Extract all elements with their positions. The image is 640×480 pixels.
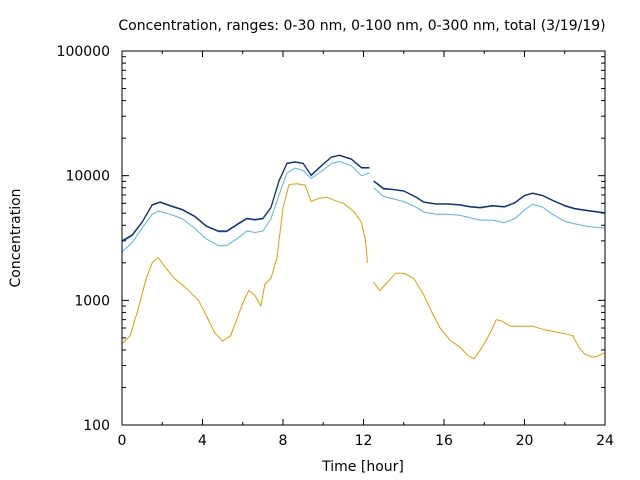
x-tick-label: 12 (355, 433, 373, 449)
series-2-line (373, 187, 606, 229)
chart-title: Concentration, ranges: 0-30 nm, 0-100 nm… (118, 18, 605, 34)
series-3-line (121, 155, 370, 243)
x-tick-label: 0 (118, 433, 127, 449)
plot-frame (121, 50, 606, 426)
tick-labels: 0 4 8 12 16 20 24 100 1000 10000 100000 (57, 44, 614, 449)
y-tick-label: 1000 (74, 293, 110, 309)
series-4-line (121, 154, 370, 242)
x-tick-label: 16 (435, 433, 453, 449)
x-tick-label: 4 (198, 433, 207, 449)
axis-ticks (121, 50, 606, 426)
y-axis-label: Concentration (8, 188, 24, 287)
series-4-line (373, 180, 606, 214)
series-2-line (121, 161, 370, 253)
series-1-line (373, 272, 606, 360)
series-3-line (373, 181, 606, 214)
x-tick-label: 24 (596, 433, 614, 449)
y-tick-label: 100 (83, 418, 110, 434)
x-tick-label: 20 (516, 433, 534, 449)
plot-series (121, 154, 606, 360)
x-tick-label: 8 (279, 433, 288, 449)
series-1-line (121, 183, 368, 344)
y-tick-label: 100000 (57, 44, 110, 60)
x-axis-label: Time [hour] (321, 459, 404, 475)
y-tick-label: 10000 (65, 169, 110, 185)
